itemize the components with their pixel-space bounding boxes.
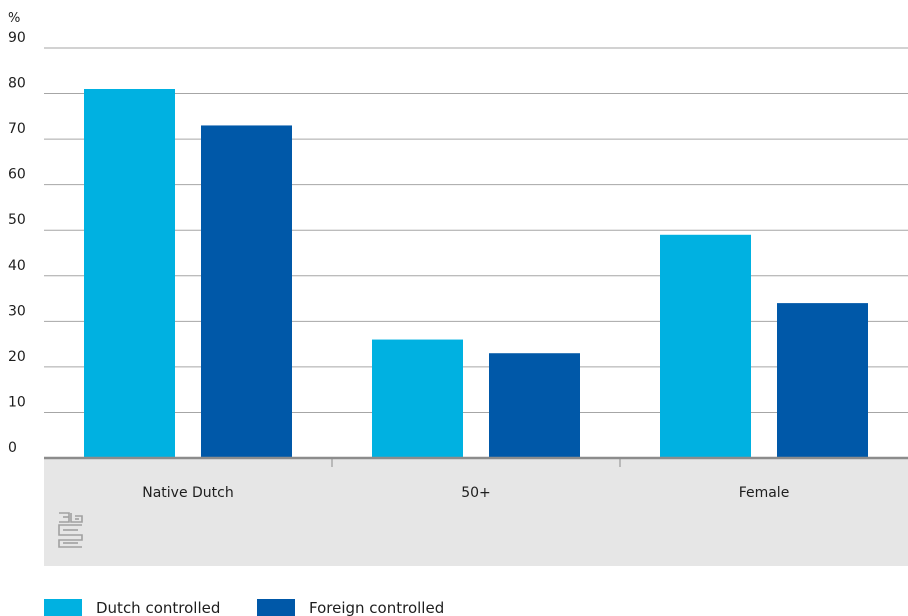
bar xyxy=(84,89,175,458)
legend-swatch xyxy=(257,599,295,616)
y-axis-unit-label: % xyxy=(8,11,20,26)
y-axis-ticks: 0 10 20 30 40 50 60 70 80 90 xyxy=(8,30,26,456)
category-labels: Native Dutch 50+ Female xyxy=(142,485,789,501)
bar xyxy=(660,234,751,458)
bars xyxy=(84,89,868,458)
legend: Dutch controlled Foreign controlled xyxy=(44,599,444,616)
category-label: Native Dutch xyxy=(142,485,234,501)
legend-label: Foreign controlled xyxy=(309,599,444,616)
bar xyxy=(489,353,580,458)
bar xyxy=(201,125,292,458)
y-tick-label: 20 xyxy=(8,349,26,365)
y-tick-label: 10 xyxy=(8,394,26,410)
y-tick-label: 50 xyxy=(8,212,26,228)
category-band xyxy=(44,458,908,566)
y-tick-label: 0 xyxy=(8,440,17,456)
y-tick-label: 60 xyxy=(8,167,26,183)
y-tick-label: 90 xyxy=(8,30,26,46)
bar xyxy=(777,303,868,458)
bar xyxy=(372,339,463,458)
gridlines xyxy=(44,47,908,413)
legend-label: Dutch controlled xyxy=(96,599,220,616)
cbs-logo-icon xyxy=(58,512,83,548)
legend-swatch xyxy=(44,599,82,616)
category-separators xyxy=(331,459,621,467)
category-label: 50+ xyxy=(461,485,491,501)
y-tick-label: 40 xyxy=(8,258,26,274)
category-label: Female xyxy=(739,485,790,501)
y-tick-label: 70 xyxy=(8,121,26,137)
y-tick-label: 80 xyxy=(8,76,26,92)
y-tick-label: 30 xyxy=(8,303,26,319)
